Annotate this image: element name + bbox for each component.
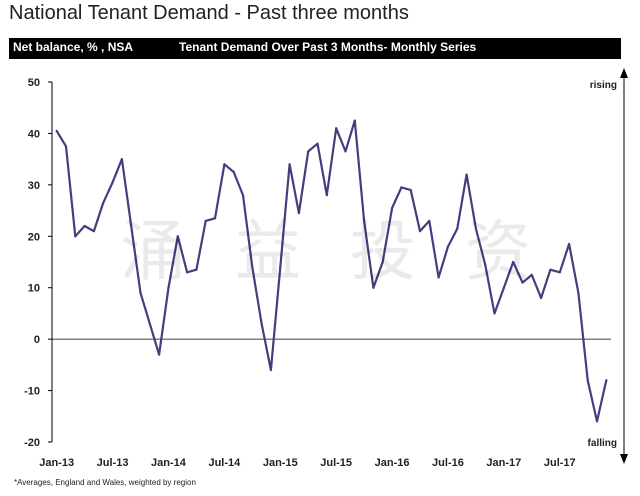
- data-point: [493, 312, 496, 315]
- x-tick-label: Jul-14: [208, 457, 241, 469]
- data-point: [521, 281, 524, 284]
- data-point: [418, 230, 422, 233]
- data-point: [195, 268, 198, 271]
- data-point: [158, 353, 161, 356]
- data-point: [400, 186, 403, 189]
- y-tick-label: 20: [28, 231, 40, 243]
- data-point: [344, 150, 347, 153]
- data-point: [232, 170, 235, 174]
- data-point: [269, 368, 273, 372]
- data-point: [297, 212, 300, 215]
- watermark: 涌 益 投 资: [120, 213, 545, 290]
- data-point: [567, 242, 571, 246]
- data-point: [390, 206, 394, 210]
- data-point: [241, 194, 245, 197]
- data-point: [325, 194, 328, 197]
- data-point: [549, 268, 552, 271]
- chart-title: Tenant Demand Over Past 3 Months- Monthl…: [179, 40, 477, 54]
- x-tick-label: Jan-13: [39, 457, 74, 469]
- data-point: [502, 286, 505, 289]
- falling-label: falling: [588, 438, 617, 449]
- data-point: [130, 224, 133, 228]
- data-point: [83, 224, 86, 228]
- page-title: National Tenant Demand - Past three mont…: [9, 2, 409, 24]
- data-point: [372, 286, 375, 289]
- data-point: [92, 230, 96, 233]
- unit-label: Net balance, % , NSA: [13, 40, 134, 54]
- y-tick-label: -10: [24, 386, 40, 398]
- data-point: [148, 322, 151, 325]
- data-point: [55, 129, 58, 132]
- data-point: [474, 227, 478, 230]
- chart-area: 50 40 30 20 10 0 -10 -20 Jan-13 Jul-13 Jan-14 Jul-1…: [0, 60, 640, 472]
- data-point: [428, 219, 431, 222]
- data-point: [102, 201, 105, 204]
- data-point: [437, 276, 440, 279]
- data-point: [204, 219, 207, 222]
- data-point: [363, 219, 366, 222]
- arrow-down-icon: [620, 454, 628, 464]
- data-point: [176, 235, 179, 238]
- data-point: [353, 119, 356, 122]
- data-point: [260, 322, 263, 325]
- data-point: [223, 163, 226, 166]
- x-tick-label: Jul-13: [97, 457, 129, 469]
- data-point: [540, 296, 543, 300]
- data-point: [251, 266, 254, 269]
- x-tick-label: Jan-16: [375, 457, 410, 469]
- y-tick-label: 50: [28, 77, 40, 89]
- x-tick-label: Jul-17: [544, 457, 576, 469]
- data-point: [577, 291, 580, 294]
- data-point: [307, 150, 310, 153]
- series-line: [55, 119, 608, 423]
- data-point: [484, 263, 487, 266]
- x-tick-label: Jan-15: [263, 457, 298, 469]
- data-point: [381, 260, 384, 264]
- data-point: [64, 145, 68, 148]
- x-tick-label: Jul-15: [320, 457, 352, 469]
- data-point: [530, 273, 533, 276]
- data-point: [316, 142, 319, 145]
- data-point: [586, 379, 589, 382]
- arrow-up-icon: [620, 68, 628, 78]
- rising-label: rising: [590, 80, 617, 91]
- footnote: *Averages, England and Wales, weighted b…: [14, 478, 196, 487]
- y-tick-label: 40: [28, 128, 40, 140]
- data-point: [335, 127, 338, 130]
- chart-header-bar: Net balance, % , NSA Tenant Demand Over …: [9, 38, 621, 59]
- data-point: [465, 173, 468, 176]
- data-point: [111, 181, 114, 184]
- x-tick-label: Jan-14: [151, 457, 187, 469]
- data-point: [185, 271, 189, 274]
- data-point: [167, 286, 170, 289]
- data-point: [288, 163, 291, 166]
- line-chart: 50 40 30 20 10 0 -10 -20 Jan-13 Jul-13 Jan-14 Jul-1…: [24, 68, 628, 469]
- data-point: [213, 217, 217, 220]
- data-point: [446, 245, 450, 248]
- x-tick-label: Jan-17: [486, 457, 521, 469]
- data-point: [139, 291, 142, 294]
- data-point: [74, 235, 77, 238]
- y-tick-label: -20: [24, 437, 40, 449]
- data-point: [456, 227, 459, 230]
- data-point: [558, 271, 561, 274]
- data-point: [279, 266, 282, 269]
- y-tick-label: 0: [34, 334, 40, 346]
- data-point: [512, 260, 515, 264]
- y-tick-label: 30: [28, 180, 40, 192]
- data-point: [409, 188, 412, 192]
- data-point: [605, 379, 608, 382]
- data-point: [595, 420, 599, 423]
- data-point: [120, 158, 123, 161]
- x-tick-label: Jul-16: [432, 457, 464, 469]
- y-tick-label: 10: [28, 283, 40, 295]
